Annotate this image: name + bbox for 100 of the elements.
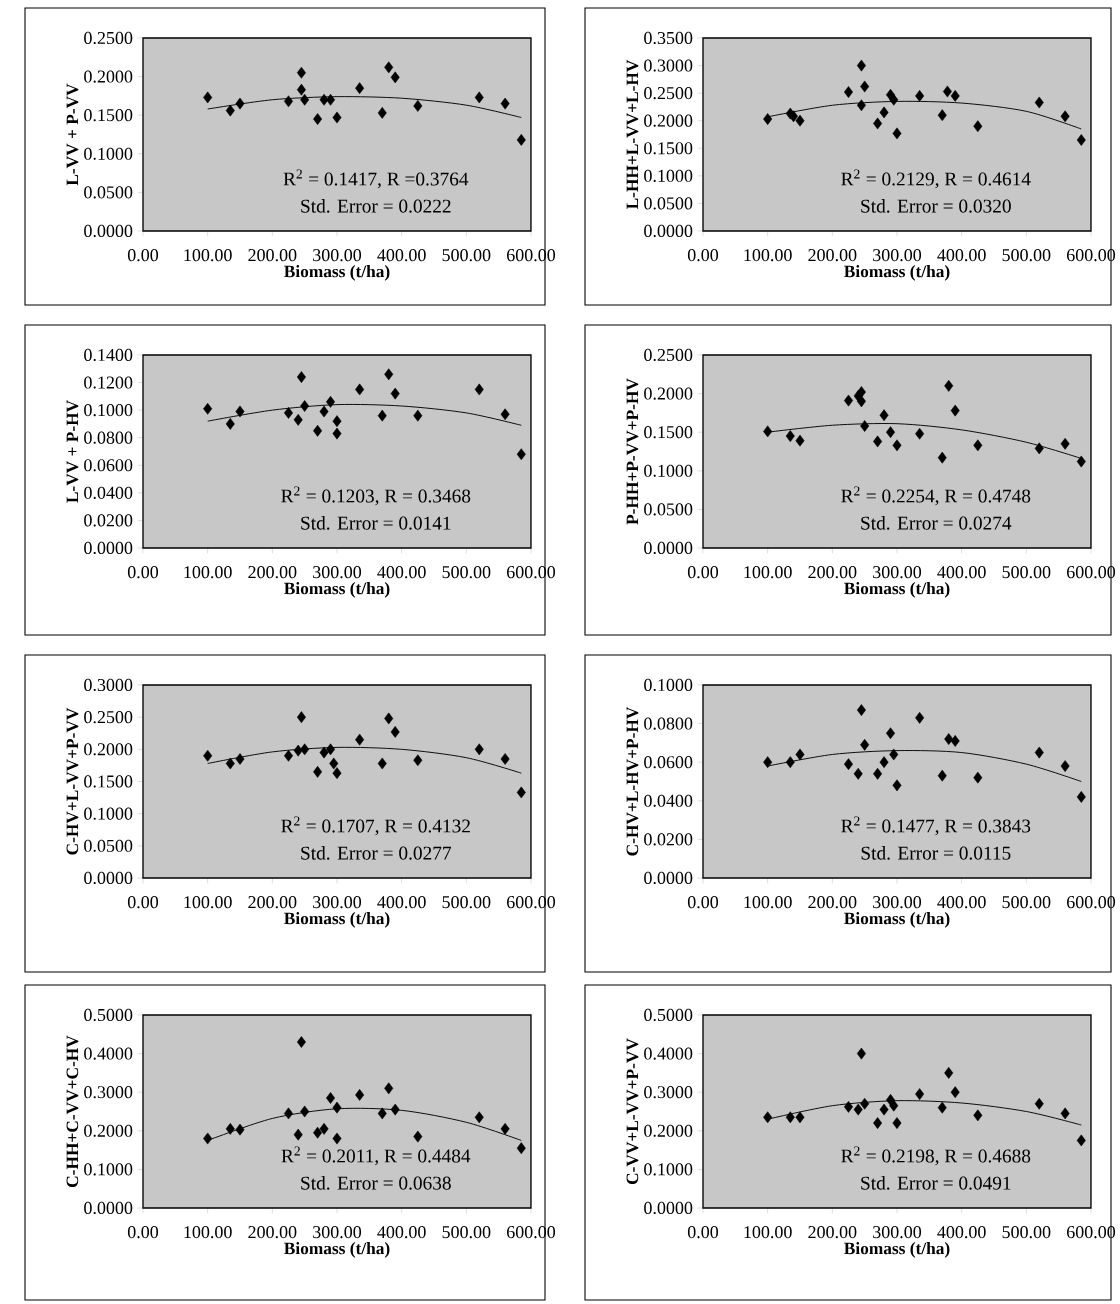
y-tick-label: 0.0000: [84, 224, 133, 238]
y-tick-label: 0.1000: [644, 1163, 693, 1176]
x-tick-label: 600.00: [1066, 249, 1115, 262]
x-tick-label: 100.00: [744, 896, 792, 909]
annotation: Std. Error = 0.0277: [301, 846, 451, 860]
y-axis-title: C-VV+L-VV+P-VV: [626, 1038, 639, 1185]
y-axis-title: C-HV+L-VV+P-VV: [66, 707, 79, 855]
y-tick-label: 0.1500: [644, 426, 693, 439]
x-tick-label: 200.00: [248, 249, 297, 262]
x-tick-label: 600.00: [1066, 1226, 1115, 1239]
x-tick-label: 200.00: [808, 896, 857, 909]
y-axis-title: C-HV+L-HV+P-HV: [626, 706, 639, 856]
y-tick-label: 0.0400: [644, 794, 693, 807]
y-axis-title: L-VV + P-VV: [66, 83, 79, 186]
x-tick-label: 300.00: [313, 1226, 361, 1239]
y-tick-label: 0.2000: [84, 743, 133, 756]
x-tick-label: 500.00: [1002, 1226, 1051, 1239]
y-tick-label: 0.1500: [84, 775, 133, 788]
x-tick-label: 0.00: [127, 566, 158, 579]
x-tick-label: 200.00: [248, 1226, 297, 1239]
x-tick-label: 300.00: [313, 896, 361, 909]
x-axis-title: Biomass (t/ha): [284, 265, 390, 281]
y-tick-label: 0.1000: [644, 678, 693, 692]
x-tick-label: 400.00: [377, 249, 426, 262]
x-tick-label: 200.00: [248, 566, 297, 579]
annotation: R$^{2}$ = 0.1203, R = 0.3468: [281, 486, 471, 506]
annotation: R$^{2}$ = 0.2198, R = 0.4688: [841, 1146, 1031, 1166]
annotation: Std. Error = 0.0638: [301, 1176, 451, 1190]
y-axis-title: L-HH+L-VV+L-HV: [626, 59, 639, 210]
y-tick-label: 0.0600: [644, 756, 693, 769]
x-axis-title: Biomass (t/ha): [844, 1242, 950, 1258]
y-tick-label: 0.0000: [644, 224, 693, 238]
y-tick-label: 0.0600: [84, 459, 133, 472]
x-tick-label: 400.00: [937, 1226, 986, 1239]
x-tick-label: 200.00: [808, 566, 857, 579]
x-tick-label: 400.00: [377, 566, 426, 579]
x-axis-title: Biomass (t/ha): [284, 582, 390, 598]
annotation: R$^{2}$ = 0.1707, R = 0.4132: [281, 816, 470, 836]
x-tick-label: 0.00: [687, 566, 718, 579]
y-tick-label: 0.2500: [84, 31, 133, 45]
y-tick-label: 0.3500: [644, 31, 693, 45]
x-tick-label: 300.00: [873, 249, 921, 262]
y-tick-label: 0.2500: [84, 711, 133, 724]
y-tick-label: 0.5000: [644, 1008, 693, 1022]
y-tick-label: 0.0000: [84, 871, 133, 885]
x-tick-label: 300.00: [313, 249, 361, 262]
x-tick-label: 400.00: [377, 896, 426, 909]
x-tick-label: 500.00: [442, 566, 491, 579]
x-tick-label: 100.00: [744, 249, 792, 262]
y-tick-label: 0.0000: [644, 1201, 693, 1215]
y-tick-label: 0.0500: [84, 186, 133, 199]
x-tick-label: 400.00: [377, 1226, 426, 1239]
y-axis-title: P-HH+P-VV+P-HV: [626, 378, 639, 525]
y-tick-label: 0.2500: [644, 348, 693, 362]
y-tick-label: 0.2000: [84, 70, 133, 83]
x-axis-title: Biomass (t/ha): [284, 912, 390, 928]
y-tick-label: 0.0800: [644, 717, 693, 730]
x-tick-label: 200.00: [808, 1226, 857, 1239]
x-tick-label: 300.00: [313, 566, 361, 579]
annotation: Std. Error = 0.0491: [861, 1176, 1011, 1190]
x-tick-label: 400.00: [937, 566, 986, 579]
x-tick-label: 400.00: [937, 896, 986, 909]
y-tick-label: 0.1500: [84, 109, 133, 122]
y-tick-label: 0.3000: [644, 59, 693, 72]
x-tick-label: 500.00: [442, 1226, 491, 1239]
y-tick-label: 0.1500: [644, 142, 693, 155]
y-axis-title: L-VV + P-HV: [66, 400, 79, 503]
y-tick-label: 0.1000: [84, 404, 133, 417]
y-tick-label: 0.0400: [84, 486, 133, 499]
y-tick-label: 0.1400: [84, 348, 133, 362]
x-tick-label: 600.00: [506, 249, 555, 262]
x-tick-label: 0.00: [127, 896, 158, 909]
x-tick-label: 500.00: [1002, 249, 1051, 262]
x-tick-label: 500.00: [442, 896, 491, 909]
y-tick-label: 0.1200: [84, 376, 133, 389]
x-tick-label: 200.00: [248, 896, 297, 909]
x-tick-label: 500.00: [1002, 896, 1051, 909]
y-tick-label: 0.0000: [644, 871, 693, 885]
x-tick-label: 0.00: [127, 249, 158, 262]
y-tick-label: 0.3000: [644, 1086, 693, 1099]
x-tick-label: 100.00: [184, 249, 232, 262]
annotation: Std. Error = 0.0320: [861, 199, 1011, 213]
y-tick-label: 0.0800: [84, 431, 133, 444]
annotation: Std. Error = 0.0141: [301, 516, 451, 530]
x-tick-label: 100.00: [184, 1226, 232, 1239]
y-tick-label: 0.0500: [84, 839, 133, 852]
y-tick-label: 0.3000: [84, 678, 133, 692]
x-tick-label: 300.00: [873, 566, 921, 579]
x-tick-label: 0.00: [687, 249, 718, 262]
x-tick-label: 100.00: [184, 896, 232, 909]
annotation: Std. Error = 0.0115: [861, 846, 1011, 860]
y-tick-label: 0.0500: [644, 503, 693, 516]
x-tick-label: 0.00: [687, 896, 718, 909]
y-tick-label: 0.0500: [644, 197, 693, 210]
y-tick-label: 0.2000: [644, 387, 693, 400]
y-tick-label: 0.4000: [84, 1047, 133, 1060]
y-tick-label: 0.5000: [84, 1008, 133, 1022]
x-axis-title: Biomass (t/ha): [844, 912, 950, 928]
y-tick-label: 0.1000: [84, 1163, 133, 1176]
y-tick-label: 0.2500: [644, 87, 693, 100]
